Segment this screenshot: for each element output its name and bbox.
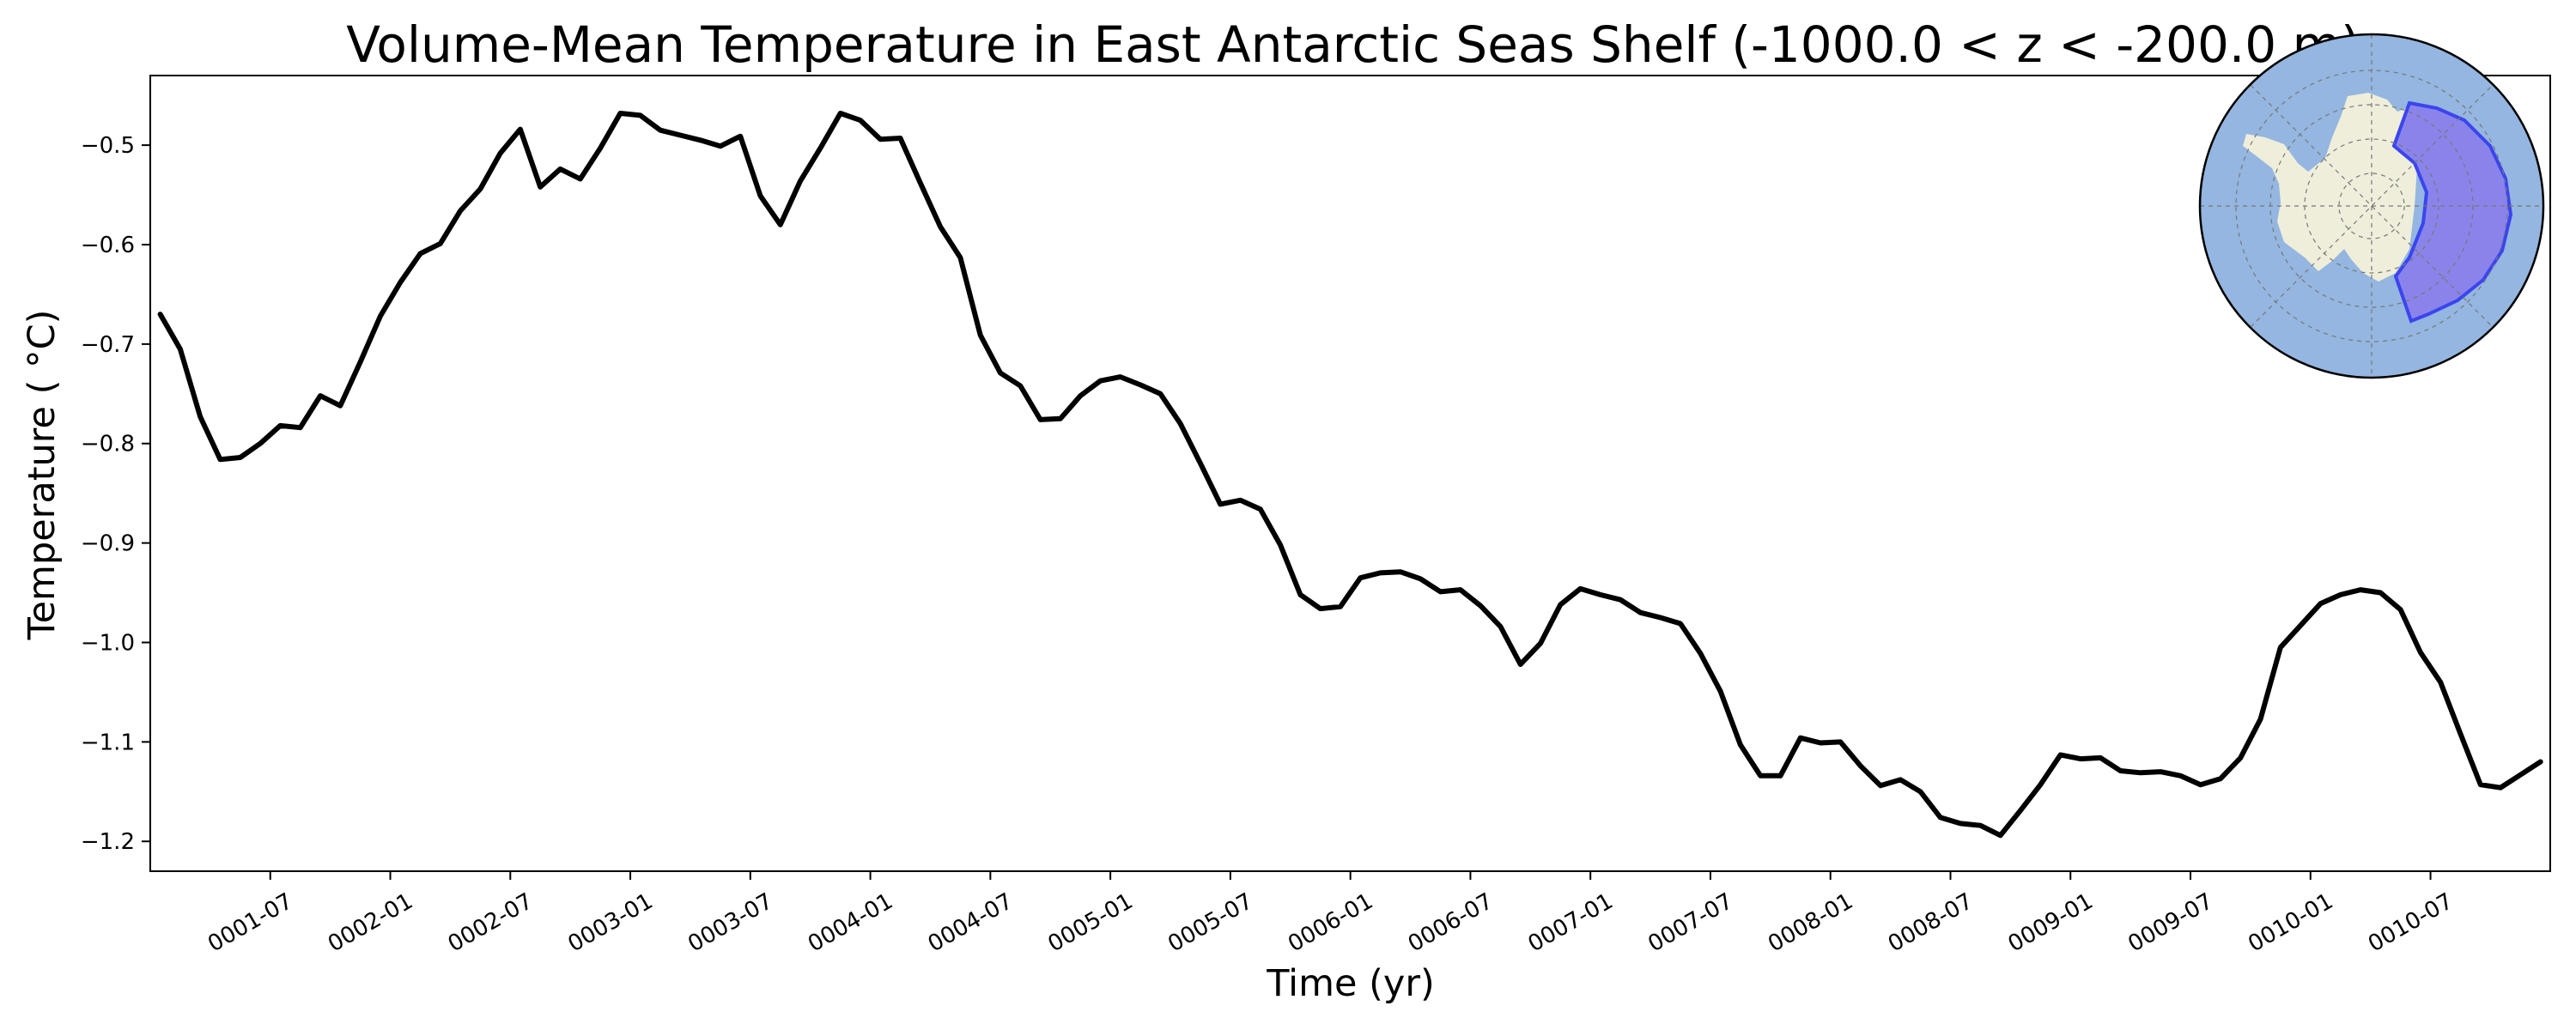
- y-axis-ticks: −0.5 −0.6 −0.7 −0.8 −0.9 −1.0 −1.1 −1.2: [81, 133, 150, 855]
- chart-title: Volume-Mean Temperature in East Antarcti…: [346, 15, 2360, 74]
- y-tick-label: −1.0: [81, 630, 135, 656]
- y-tick-label: −1.2: [81, 829, 135, 855]
- map-graticule: [2200, 34, 2543, 378]
- x-tick-label: 0005-01: [1044, 888, 1138, 957]
- y-tick-label: −0.7: [81, 332, 135, 358]
- antarctica-landmass: [2243, 93, 2420, 282]
- x-tick-label: 0008-07: [1884, 888, 1978, 957]
- x-tick-label: 0009-01: [2004, 888, 2098, 957]
- x-tick-label: 0007-01: [1524, 888, 1618, 957]
- x-tick-label: 0007-07: [1643, 888, 1737, 957]
- x-tick-label: 0003-01: [563, 888, 657, 957]
- x-tick-label: 0010-01: [2244, 888, 2337, 957]
- y-tick-label: −1.1: [81, 730, 135, 755]
- y-tick-label: −0.9: [81, 531, 135, 557]
- x-tick-label: 0006-07: [1404, 888, 1498, 957]
- x-tick-label: 0005-07: [1163, 888, 1257, 957]
- x-tick-label: 0010-07: [2364, 888, 2458, 957]
- x-tick-label: 0009-07: [2123, 888, 2217, 957]
- x-tick-label: 0003-07: [683, 888, 777, 957]
- x-tick-label: 0008-01: [1764, 888, 1857, 957]
- y-tick-label: −0.6: [81, 233, 135, 258]
- plot-area: −0.5 −0.6 −0.7 −0.8 −0.9 −1.0 −1.1 −1.2 0001-07…: [81, 75, 2551, 957]
- x-axis-ticks: 0001-07 0002-01 0002-07 0003-01 0003-07 0004-…: [204, 871, 2458, 957]
- y-axis-label: Temperature ( °C): [21, 310, 64, 641]
- y-tick-label: −0.5: [81, 133, 135, 159]
- x-axis-label: Time (yr): [1266, 962, 1435, 1005]
- plot-frame: [149, 75, 2551, 872]
- map-border: [2198, 33, 2545, 379]
- x-tick-label: 0001-07: [204, 888, 297, 957]
- x-tick-label: 0004-01: [804, 888, 897, 957]
- inset-map: [2198, 33, 2545, 379]
- x-tick-label: 0002-01: [324, 888, 417, 957]
- x-tick-label: 0006-01: [1284, 888, 1377, 957]
- east-antarctic-shelf-region: [2391, 100, 2513, 324]
- y-tick-label: −0.8: [81, 432, 135, 457]
- x-tick-label: 0004-07: [924, 888, 1018, 957]
- temperature-series-line: [157, 111, 2543, 839]
- x-tick-label: 0002-07: [444, 888, 538, 957]
